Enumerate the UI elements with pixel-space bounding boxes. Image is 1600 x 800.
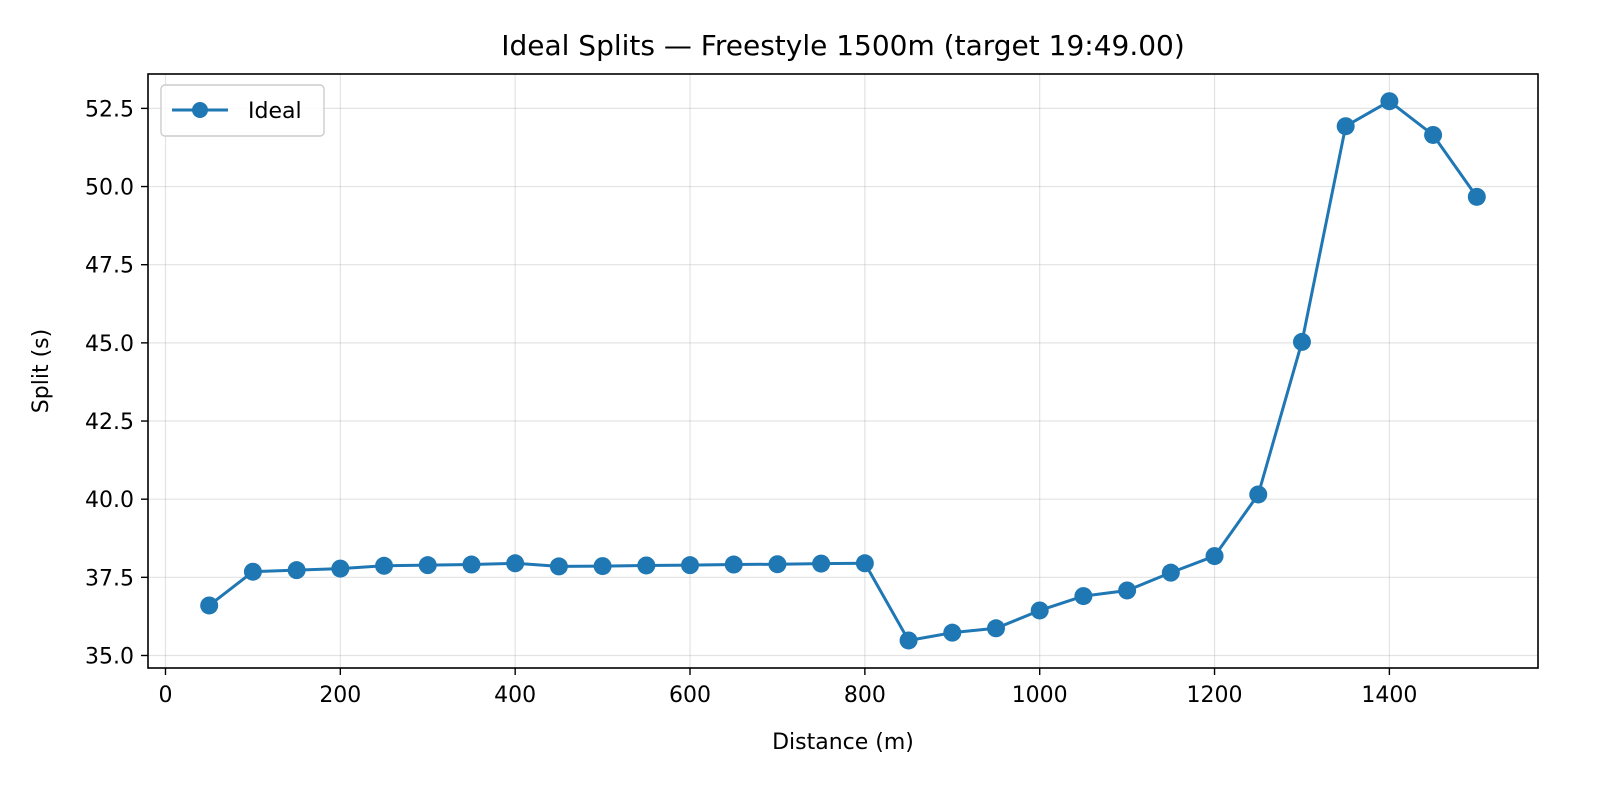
data-point: [1380, 92, 1399, 111]
data-point: [243, 562, 262, 581]
x-tick-label: 600: [669, 683, 711, 708]
x-tick-label: 200: [319, 683, 361, 708]
y-axis-ticks: 35.0 37.5 40.0 42.5 45.0 47.5 50.0 52.5: [85, 97, 148, 669]
legend-entry-ideal: Ideal: [248, 99, 302, 124]
data-point: [1336, 117, 1355, 136]
data-point: [899, 631, 918, 650]
data-point: [943, 623, 962, 642]
data-point: [375, 556, 394, 575]
legend-marker-swatch: [192, 102, 208, 118]
data-point: [1467, 187, 1486, 206]
x-axis-label: Distance (m): [772, 730, 914, 755]
data-point: [331, 559, 350, 578]
y-tick-label: 52.5: [85, 97, 134, 122]
legend-box: [160, 84, 325, 137]
data-point: [462, 555, 481, 574]
data-point: [418, 556, 437, 575]
y-tick-label: 35.0: [85, 644, 134, 669]
x-tick-label: 0: [158, 683, 172, 708]
data-point: [1249, 485, 1268, 504]
y-tick-label: 45.0: [85, 332, 134, 357]
data-point: [812, 554, 831, 573]
data-point: [1205, 547, 1224, 566]
plot-frame: [147, 73, 1539, 669]
data-point: [593, 557, 612, 576]
legend: Ideal: [160, 84, 325, 137]
data-point: [768, 555, 787, 574]
data-point: [681, 556, 700, 575]
x-tick-label: 400: [494, 683, 536, 708]
data-point: [637, 556, 656, 575]
y-tick-label: 47.5: [85, 254, 134, 279]
data-point: [1074, 587, 1093, 606]
data-point: [1030, 601, 1049, 620]
y-tick-label: 37.5: [85, 566, 134, 591]
data-point: [1118, 581, 1137, 600]
data-point: [506, 554, 525, 573]
y-tick-label: 42.5: [85, 410, 134, 435]
data-point: [287, 561, 306, 580]
data-point: [986, 619, 1005, 638]
data-point: [724, 555, 743, 574]
x-axis-ticks: 0 200 400 600 800 1000 1200 1400: [158, 668, 1417, 708]
grid: [148, 74, 1538, 668]
y-tick-label: 40.0: [85, 488, 134, 513]
data-point: [1161, 563, 1180, 582]
data-point: [200, 596, 219, 615]
y-axis-label: Split (s): [29, 329, 54, 413]
data-point: [1424, 125, 1443, 144]
data-point: [549, 557, 568, 576]
x-tick-label: 1200: [1187, 683, 1243, 708]
series-ideal: [200, 92, 1486, 650]
x-tick-label: 1000: [1012, 683, 1068, 708]
data-point: [1292, 332, 1311, 351]
chart-title: Ideal Splits — Freestyle 1500m (target 1…: [501, 29, 1185, 62]
x-tick-label: 1400: [1361, 683, 1417, 708]
x-tick-label: 800: [844, 683, 886, 708]
data-point: [855, 554, 874, 573]
y-tick-label: 50.0: [85, 176, 134, 201]
